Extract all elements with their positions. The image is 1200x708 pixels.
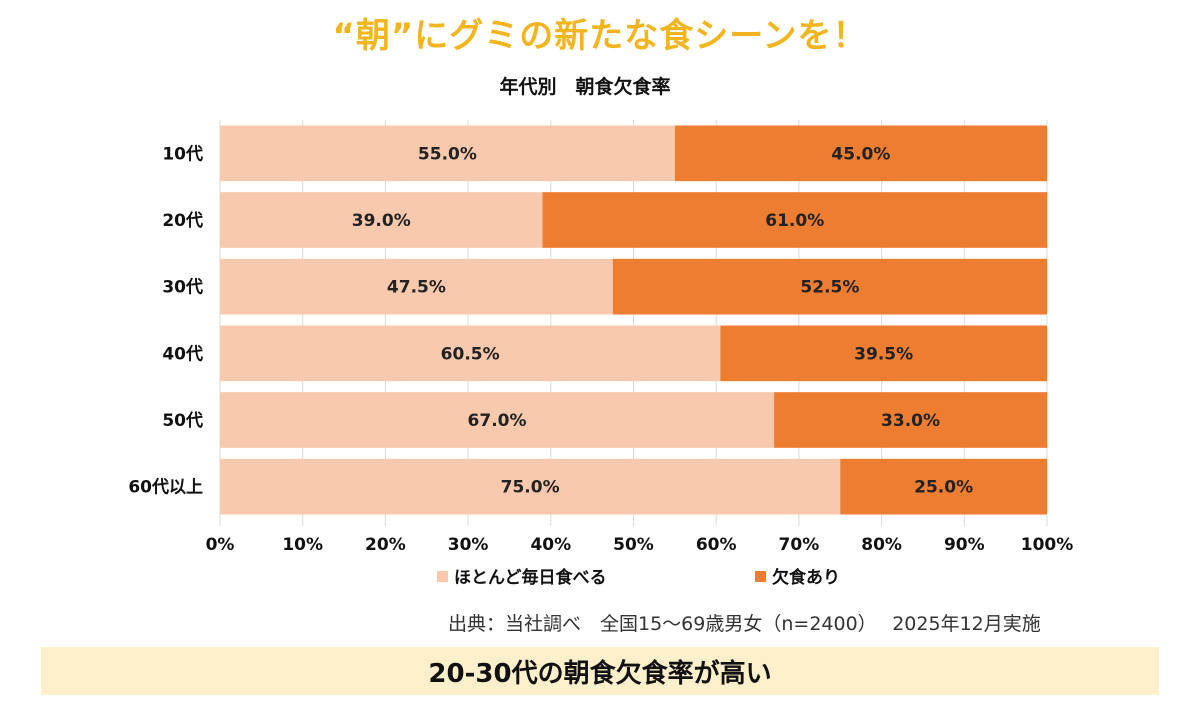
x-tick-label: 30% [448, 535, 489, 555]
data-label: 33.0% [881, 411, 940, 431]
bar-segment-eat-daily [220, 458, 841, 515]
bar-segment-eat-daily [220, 258, 613, 315]
data-label: 52.5% [800, 278, 859, 298]
bar-segment-eat-daily [220, 192, 543, 248]
data-label: 25.0% [914, 478, 973, 498]
data-label: 39.5% [854, 344, 913, 364]
bar-segment-skip [612, 258, 1047, 315]
stacked-bar-chart: 年代別 朝食欠食率 55.0% 45.0% 10代 39.0% 61.0% 20代 47.5%… [128, 75, 1074, 588]
category-label: 60代以上 [128, 477, 203, 498]
legend-swatch [437, 571, 448, 582]
legend-swatch [755, 571, 766, 582]
summary-banner: 20-30代の朝食欠食率が高い [41, 647, 1159, 695]
category-label: 40代 [162, 343, 203, 364]
source-note: 出典：当社調べ 全国15～69歳男女（n=2400） 2025年12月実施 [448, 613, 1041, 635]
x-tick-label: 20% [365, 535, 406, 555]
legend-label: ほとんど毎日食べる [454, 567, 607, 588]
legend-label: 欠食あり [772, 567, 840, 588]
x-tick-label: 100% [1021, 535, 1074, 555]
summary-banner-text: 20-30代の朝食欠食率が高い [428, 658, 772, 689]
chart-title: 年代別 朝食欠食率 [499, 75, 670, 98]
category-label: 30代 [162, 277, 203, 298]
data-label: 45.0% [831, 144, 890, 164]
bar-segment-eat-daily [220, 125, 675, 182]
data-label: 55.0% [418, 144, 477, 164]
data-label: 39.0% [352, 211, 411, 231]
bar-segment-skip [720, 325, 1047, 382]
headline: “朝”にグミの新たな食シーンを！ [332, 16, 868, 56]
x-tick-label: 40% [530, 535, 571, 555]
data-label: 67.0% [468, 411, 527, 431]
category-label: 10代 [162, 143, 203, 164]
x-tick-label: 70% [779, 535, 820, 555]
x-tick-label: 10% [282, 535, 323, 555]
bar-segment-skip [542, 192, 1047, 248]
data-label: 60.5% [441, 344, 500, 364]
bar-segment-skip [674, 125, 1047, 182]
data-label: 75.0% [501, 478, 560, 498]
bar-segment-skip [774, 392, 1047, 448]
data-label: 47.5% [387, 278, 446, 298]
x-tick-label: 60% [696, 535, 737, 555]
x-tick-label: 50% [613, 535, 654, 555]
data-label: 61.0% [765, 211, 824, 231]
x-tick-label: 80% [861, 535, 902, 555]
category-label: 50代 [162, 410, 203, 431]
bar-segment-skip [840, 458, 1047, 515]
category-label: 20代 [162, 210, 203, 231]
x-tick-label: 90% [944, 535, 985, 555]
x-tick-label: 0% [206, 535, 235, 555]
bar-segment-eat-daily [220, 392, 775, 448]
bar-segment-eat-daily [220, 325, 721, 382]
